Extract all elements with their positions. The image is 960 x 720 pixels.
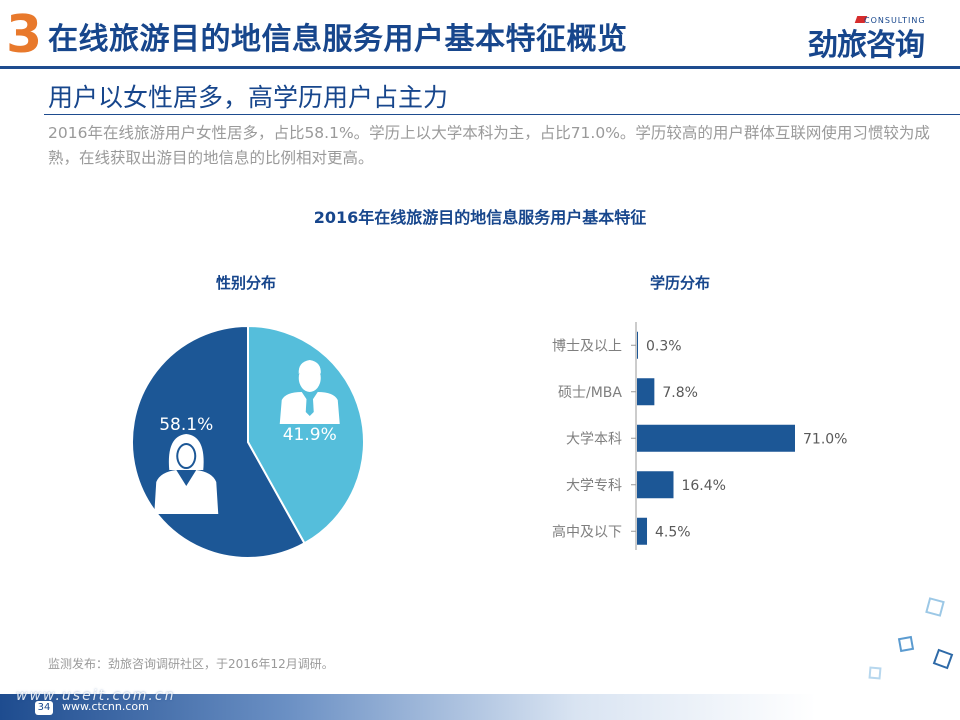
footer-url[interactable]: www.ctcnn.com xyxy=(62,700,149,713)
bar-value-label: 71.0% xyxy=(803,431,847,447)
brand-name: 劲旅咨询 xyxy=(808,28,925,63)
chart-title: 2016年在线旅游目的地信息服务用户基本特征 xyxy=(313,208,647,227)
category-label: 大学专科 xyxy=(566,478,622,494)
brand-logo: CONSULTING 劲旅咨询 xyxy=(808,14,938,63)
bar xyxy=(637,424,795,452)
bar xyxy=(637,471,674,499)
bar xyxy=(637,331,638,359)
category-label: 大学本科 xyxy=(566,431,622,447)
pie-slice xyxy=(247,324,365,545)
bar xyxy=(637,517,648,545)
bar-value-label: 4.5% xyxy=(655,524,691,540)
header-divider xyxy=(0,66,960,69)
description-text: 2016年在线旅游用户女性居多，占比58.1%。学历上以大学本科为主，占比71.… xyxy=(48,124,930,167)
page-number: 34 xyxy=(35,701,53,715)
watermark: www.useit.com.cn xyxy=(16,688,176,704)
male-user-icon xyxy=(279,359,340,424)
category-label: 博士及以上 xyxy=(552,337,622,354)
female-user-icon xyxy=(154,434,219,515)
page-title: 在线旅游目的地信息服务用户基本特征概览 xyxy=(48,22,628,57)
gender-pie-chart: 58.1% 41.9% xyxy=(131,324,365,559)
pie-slice-label: 41.9% xyxy=(283,425,337,445)
deco-square xyxy=(897,635,915,653)
deco-square xyxy=(868,666,882,680)
footer-bar xyxy=(0,694,960,720)
header: 3 在线旅游目的地信息服务用户基本特征概览 CONSULTING 劲旅咨询 xyxy=(0,0,960,69)
bar-value-label: 16.4% xyxy=(681,478,725,494)
category-label: 高中及以下 xyxy=(552,523,622,540)
section-number: 3 xyxy=(6,5,43,65)
bar-value-label: 0.3% xyxy=(646,338,682,354)
bar xyxy=(637,378,655,406)
subtitle-divider xyxy=(44,114,960,115)
deco-square xyxy=(932,648,954,670)
source-note: 监测发布：劲旅咨询调研社区，于2016年12月调研。 xyxy=(48,657,334,671)
pie-slice-label: 58.1% xyxy=(159,415,213,435)
section-subtitle: 用户以女性居多，高学历用户占主力 xyxy=(48,83,449,112)
education-bar-chart: 博士及以上 0.3% 硕士/MBA 7.8% 大学本科 71.0% 大学专科 16.4% 高中及… xyxy=(552,322,847,550)
education-chart-title: 学历分布 xyxy=(650,274,711,292)
category-label: 硕士/MBA xyxy=(558,385,622,401)
brand-sub-label: CONSULTING xyxy=(864,16,926,25)
decorative-squares xyxy=(868,597,954,680)
bar-value-label: 7.8% xyxy=(662,385,698,401)
gender-chart-title: 性别分布 xyxy=(216,274,277,292)
deco-square xyxy=(925,597,945,617)
